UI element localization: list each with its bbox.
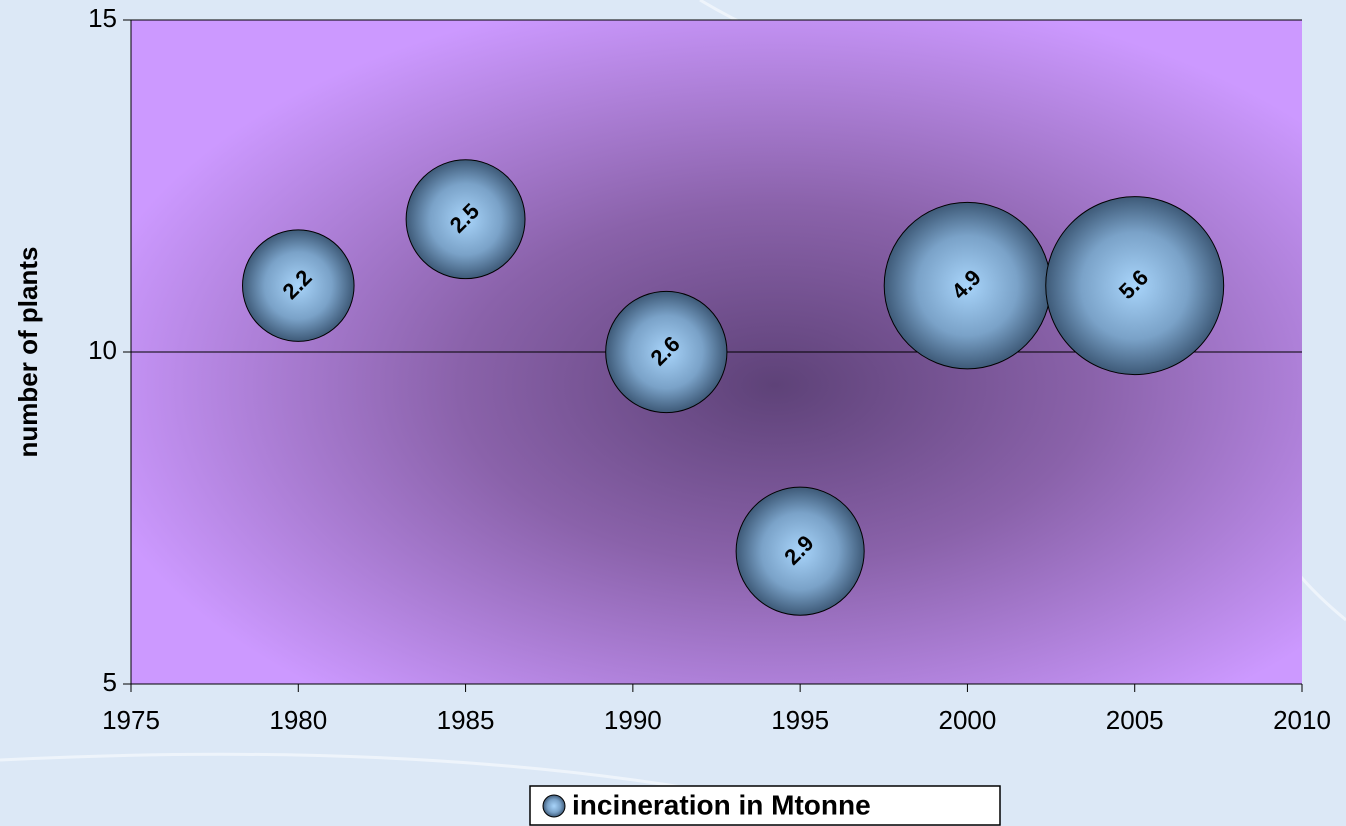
- x-tick-label: 2010: [1273, 705, 1331, 735]
- x-tick-label: 2000: [939, 705, 997, 735]
- legend: incineration in Mtonne: [529, 785, 1001, 826]
- y-axis-label: number of plants: [13, 247, 43, 458]
- bubble: [242, 229, 355, 342]
- bubble: [605, 290, 728, 414]
- bubble: [405, 159, 526, 280]
- x-tick-label: 1975: [102, 705, 160, 735]
- legend-box: [529, 785, 1001, 826]
- x-tick-label: 1985: [437, 705, 495, 735]
- x-tick-label: 1980: [269, 705, 327, 735]
- bubble: [1045, 196, 1225, 376]
- legend-marker: [542, 794, 566, 818]
- x-tick-label: 1995: [771, 705, 829, 735]
- bubble: [735, 486, 865, 616]
- x-tick-label: 2005: [1106, 705, 1164, 735]
- x-tick-label: 1990: [604, 705, 662, 735]
- y-tick-label: 15: [88, 3, 117, 33]
- y-tick-label: 5: [103, 667, 117, 697]
- legend-label: incineration in Mtonne: [572, 789, 871, 820]
- y-tick-label: 10: [88, 335, 117, 365]
